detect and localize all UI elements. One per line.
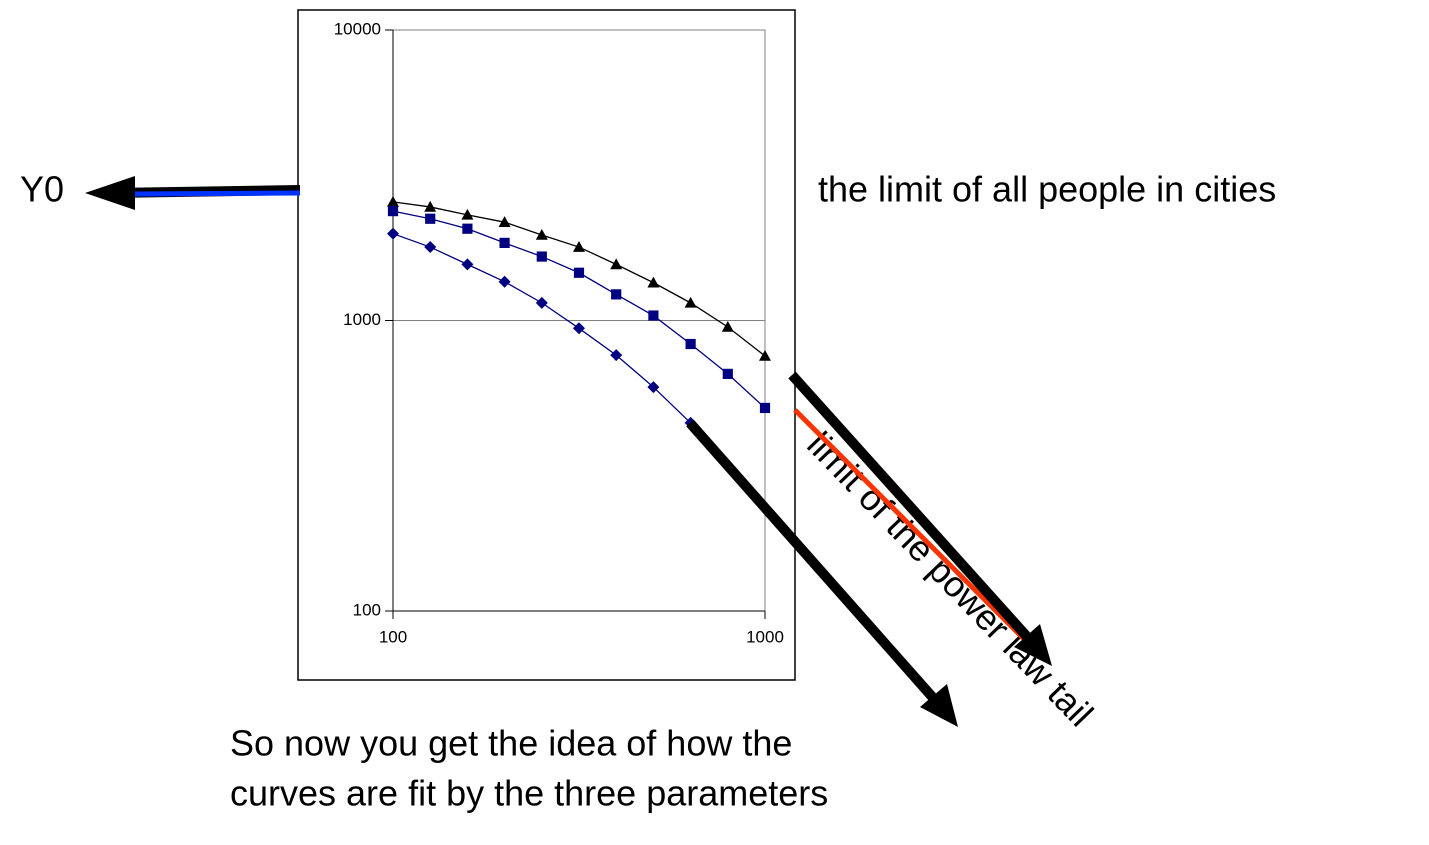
caption-line: So now you get the idea of how the xyxy=(230,723,792,764)
diamond-marker xyxy=(387,227,399,240)
chart-frame xyxy=(297,9,796,681)
triangle-marker xyxy=(610,258,623,270)
triangle-marker xyxy=(424,200,437,212)
triangle-marker xyxy=(647,276,660,288)
limit-label: the limit of all people in cities xyxy=(818,169,1276,210)
diamond-marker xyxy=(498,275,511,288)
diamond-marker xyxy=(610,349,623,362)
triangle-marker xyxy=(759,349,771,361)
diamond-marker xyxy=(535,296,548,309)
y-tick-label: 10000 xyxy=(334,19,381,38)
square-marker xyxy=(573,267,585,278)
tail-line xyxy=(793,408,1047,662)
tail-label: limit of the power law tail xyxy=(799,424,1101,735)
square-marker xyxy=(536,251,547,262)
triangle-marker xyxy=(535,228,548,240)
y-tick-label: 100 xyxy=(353,600,381,619)
square-marker xyxy=(611,289,622,300)
y0-label: Y0 xyxy=(20,169,64,210)
square-marker xyxy=(387,206,399,217)
triangle-marker xyxy=(461,208,474,220)
square-marker xyxy=(759,402,771,414)
diamond-marker xyxy=(647,381,660,394)
tail-arrow xyxy=(788,371,1034,644)
arrow-head xyxy=(920,684,958,727)
y0-arrow-inner xyxy=(134,190,301,197)
arrow-head xyxy=(1014,624,1052,666)
square-marker xyxy=(722,368,733,379)
y-tick-label: 1000 xyxy=(343,310,381,329)
diamond-marker xyxy=(424,241,437,254)
triangle-marker xyxy=(684,296,697,308)
square-marker xyxy=(685,338,696,350)
square-marker xyxy=(499,237,510,248)
diamond-marker xyxy=(572,322,585,335)
square-marker xyxy=(648,310,659,321)
triangle-marker xyxy=(498,216,511,227)
x-tick-label: 100 xyxy=(379,627,407,646)
triangle-marker xyxy=(387,195,399,207)
diamond-marker xyxy=(461,258,474,271)
square-marker xyxy=(425,213,436,224)
square-marker xyxy=(462,223,473,234)
curve-arrow xyxy=(686,419,939,704)
triangle-marker xyxy=(721,320,734,332)
x-tick-label: 1000 xyxy=(746,627,784,646)
caption-line: curves are fit by the three parameters xyxy=(230,773,828,814)
triangle-marker xyxy=(572,241,585,252)
arrow-head xyxy=(85,176,135,210)
